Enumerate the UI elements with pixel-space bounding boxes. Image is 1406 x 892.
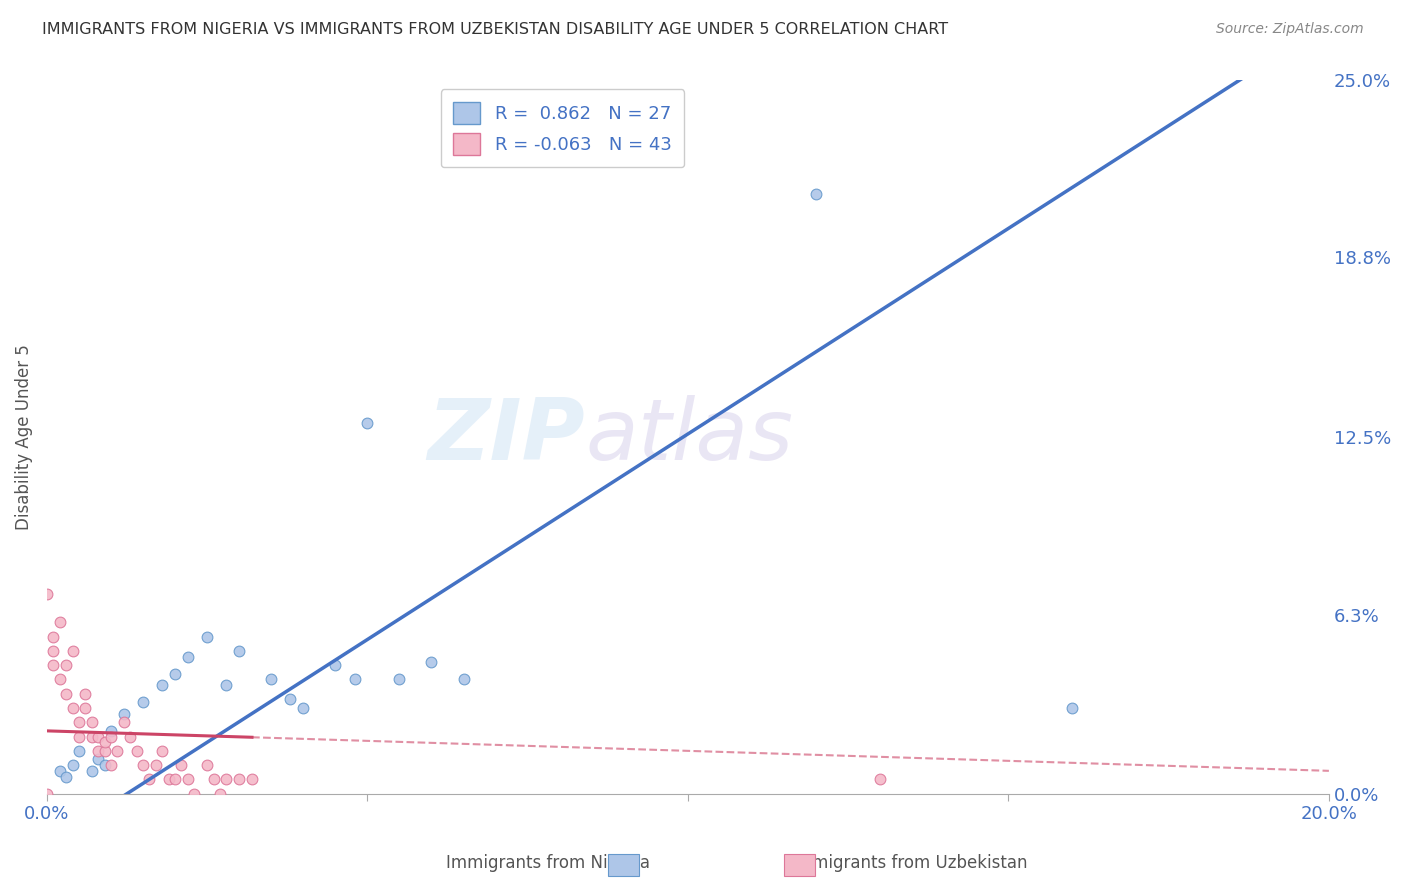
Point (869, 772, 891, 787)
Point (100, 730, 122, 744)
Point (388, 673, 411, 687)
Point (165, 772, 187, 787)
Point (55, 658, 77, 673)
Point (260, 673, 283, 687)
Point (42, 630, 65, 644)
Point (80, 764, 103, 778)
Text: Immigrants from Nigeria: Immigrants from Nigeria (446, 855, 650, 872)
Point (62, 644, 84, 658)
Point (67, 744, 90, 758)
Point (87, 744, 110, 758)
Point (215, 678, 238, 692)
Text: Immigrants from Uzbekistan: Immigrants from Uzbekistan (790, 855, 1028, 872)
Point (93, 735, 115, 749)
Point (292, 701, 315, 715)
Point (112, 706, 135, 721)
Point (183, 787, 205, 801)
Point (100, 758, 122, 772)
Point (80, 730, 103, 744)
Legend: R =  0.862   N = 27, R = -0.063   N = 43: R = 0.862 N = 27, R = -0.063 N = 43 (440, 89, 685, 168)
Point (35, 787, 58, 801)
Point (138, 772, 160, 787)
Point (125, 744, 148, 758)
Text: ZIP: ZIP (427, 395, 585, 478)
Point (100, 723, 122, 738)
Point (145, 758, 167, 772)
Point (80, 715, 103, 730)
Point (112, 715, 135, 730)
Point (62, 701, 84, 715)
Y-axis label: Disability Age Under 5: Disability Age Under 5 (15, 344, 32, 530)
Point (132, 695, 155, 709)
Point (170, 758, 193, 772)
Point (48, 673, 70, 687)
Point (228, 644, 250, 658)
Point (87, 752, 110, 766)
Point (1062, 701, 1084, 715)
Point (208, 787, 231, 801)
Point (75, 687, 97, 701)
Point (202, 772, 225, 787)
Point (48, 764, 70, 778)
Point (42, 658, 65, 673)
Point (195, 758, 218, 772)
Text: atlas: atlas (585, 395, 793, 478)
Point (280, 692, 302, 706)
Point (87, 730, 110, 744)
Point (150, 678, 173, 692)
Point (356, 416, 378, 430)
Point (48, 615, 70, 630)
Point (105, 744, 128, 758)
Point (67, 715, 90, 730)
Point (55, 770, 77, 784)
Point (215, 772, 238, 787)
Point (67, 730, 90, 744)
Point (93, 744, 115, 758)
Point (325, 658, 347, 673)
Point (93, 758, 115, 772)
Point (343, 673, 366, 687)
Point (42, 644, 65, 658)
Point (453, 673, 475, 687)
Point (195, 630, 218, 644)
Point (240, 772, 263, 787)
Point (150, 744, 173, 758)
Point (62, 758, 84, 772)
Point (804, 187, 827, 202)
Text: IMMIGRANTS FROM NIGERIA VS IMMIGRANTS FROM UZBEKISTAN DISABILITY AGE UNDER 5 COR: IMMIGRANTS FROM NIGERIA VS IMMIGRANTS FR… (42, 22, 948, 37)
Point (177, 772, 200, 787)
Point (55, 687, 77, 701)
Point (165, 666, 187, 681)
Text: Source: ZipAtlas.com: Source: ZipAtlas.com (1216, 22, 1364, 37)
Point (120, 730, 142, 744)
Point (35, 587, 58, 601)
Point (132, 758, 155, 772)
Point (157, 772, 180, 787)
Point (228, 772, 250, 787)
Point (420, 656, 443, 670)
Point (177, 649, 200, 664)
Point (75, 701, 97, 715)
